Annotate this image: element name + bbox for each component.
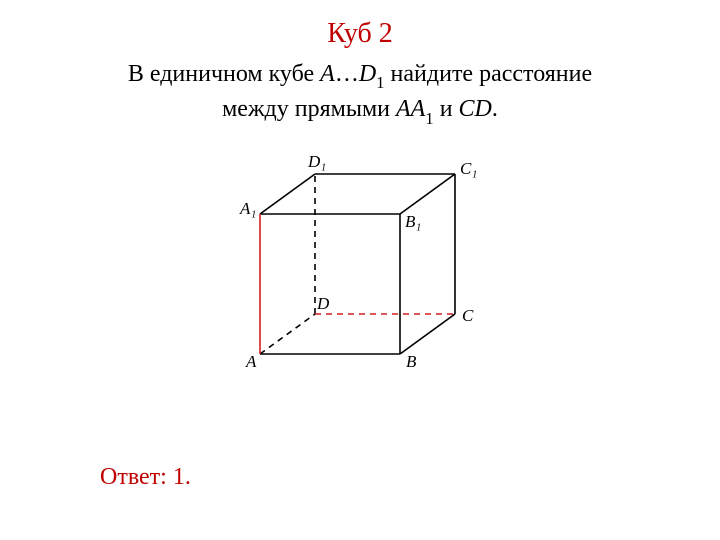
answer-line: Ответ: 1. bbox=[100, 464, 720, 491]
problem-statement: В единичном кубе A…D1 найдите расстояние… bbox=[0, 58, 720, 129]
svg-text:D: D bbox=[316, 294, 330, 313]
problem-l2a: между прямыми bbox=[222, 96, 396, 122]
answer-label: Ответ: bbox=[100, 464, 167, 490]
problem-l1f: найдите расстояние bbox=[385, 61, 593, 87]
problem-l1c: … bbox=[335, 61, 359, 87]
problem-l2f: . bbox=[492, 96, 498, 122]
problem-l1a: В единичном кубе bbox=[128, 61, 320, 87]
svg-text:C: C bbox=[462, 306, 474, 325]
svg-text:D₁: D₁ bbox=[307, 152, 326, 171]
problem-l2d: и bbox=[434, 96, 459, 122]
problem-l1d: D bbox=[359, 61, 376, 87]
svg-text:B: B bbox=[406, 352, 417, 371]
page-title: Куб 2 bbox=[0, 0, 720, 50]
svg-text:A₁: A₁ bbox=[239, 199, 256, 218]
diagram-container: A B C D A₁ B₁ C₁ D₁ bbox=[0, 139, 720, 394]
cube-diagram: A B C D A₁ B₁ C₁ D₁ bbox=[210, 139, 510, 389]
svg-text:B₁: B₁ bbox=[405, 212, 421, 231]
problem-l1e: 1 bbox=[376, 73, 384, 92]
answer-value: 1. bbox=[167, 464, 191, 490]
title-text: Куб 2 bbox=[327, 18, 392, 49]
problem-l2c: 1 bbox=[425, 109, 433, 128]
svg-text:A: A bbox=[245, 352, 257, 371]
problem-l2e: CD bbox=[459, 96, 492, 122]
problem-l1b: A bbox=[320, 61, 335, 87]
svg-text:C₁: C₁ bbox=[460, 159, 477, 178]
problem-l2b: AA bbox=[396, 96, 425, 122]
